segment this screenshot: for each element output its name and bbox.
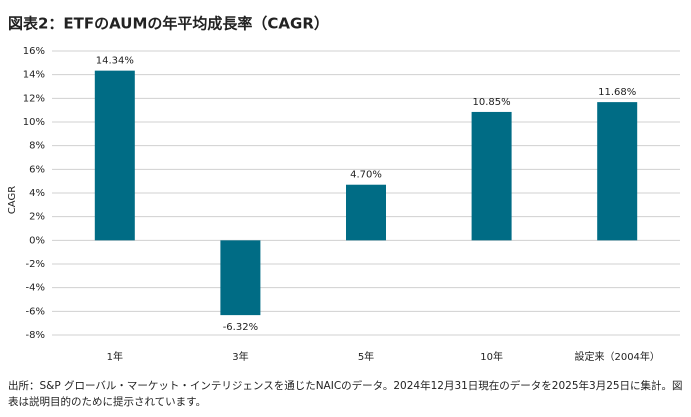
y-tick-label: 0%: [29, 235, 45, 246]
bar: [94, 70, 135, 241]
chart-title: 図表2：ETFのAUMの年平均成長率（CAGR）: [8, 15, 329, 33]
value-label: 11.68%: [598, 87, 636, 98]
y-tick-label: 4%: [29, 188, 45, 199]
x-tick-label: 設定来（2004年）: [574, 350, 659, 363]
y-tick-label: -2%: [26, 259, 45, 270]
value-label: -6.32%: [223, 322, 258, 333]
value-label: 4.70%: [350, 170, 382, 181]
y-tick-label: -8%: [26, 330, 45, 341]
y-tick-label: -6%: [26, 306, 45, 317]
y-tick-label: 14%: [23, 70, 45, 81]
y-tick-label: 2%: [29, 212, 45, 223]
value-label: 10.85%: [473, 97, 511, 108]
y-axis-label: CAGR: [7, 186, 18, 214]
y-tick-label: 10%: [23, 117, 45, 128]
x-tick-label: 10年: [480, 350, 503, 363]
chart: 図表2：ETFのAUMの年平均成長率（CAGR） CAGR 16% 14% 12% 1…: [7, 15, 680, 363]
x-tick-label: 1年: [107, 350, 123, 363]
value-label: 14.34%: [96, 56, 134, 67]
y-tick-label: 16%: [23, 46, 45, 57]
bar: [471, 111, 512, 241]
source-note: 出所：S&P グローバル・マーケット・インテリジェンスを通じたNAICのデータ。…: [8, 380, 683, 408]
y-tick-label: -4%: [26, 283, 45, 294]
y-tick-label: 8%: [29, 141, 45, 152]
bar: [220, 240, 261, 316]
y-tick-label: 6%: [29, 164, 45, 175]
bar: [346, 184, 386, 241]
x-tick-label: 3年: [232, 350, 248, 363]
bar: [597, 102, 638, 241]
y-tick-label: 12%: [23, 93, 45, 104]
x-tick-label: 5年: [358, 350, 374, 363]
